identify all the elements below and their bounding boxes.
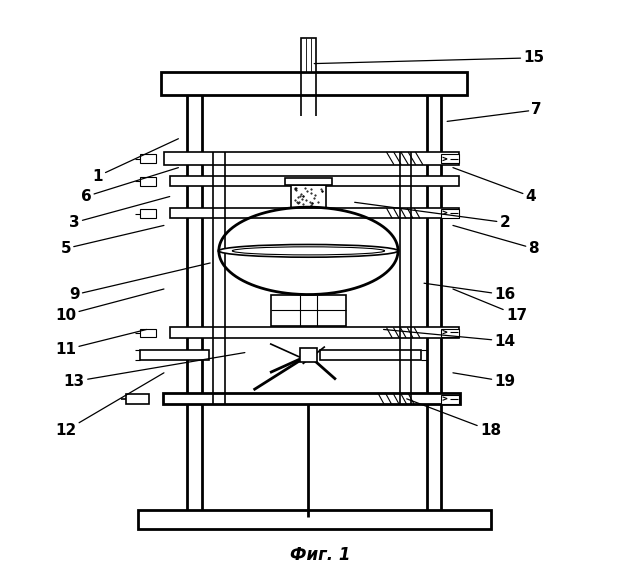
Ellipse shape: [219, 244, 398, 257]
Text: 3: 3: [69, 197, 170, 230]
Bar: [300, 349, 317, 362]
Bar: [442, 154, 459, 163]
Bar: [163, 393, 460, 405]
Text: 11: 11: [55, 329, 147, 357]
Bar: [285, 178, 332, 185]
Text: 12: 12: [55, 373, 164, 438]
Text: 7: 7: [447, 102, 542, 121]
Text: 5: 5: [60, 225, 164, 256]
Text: 16: 16: [424, 283, 516, 302]
Bar: [140, 329, 156, 338]
Bar: [164, 152, 459, 165]
Bar: [140, 350, 209, 361]
Text: 1: 1: [92, 139, 179, 184]
Text: 15: 15: [314, 50, 545, 65]
Ellipse shape: [232, 247, 385, 255]
Bar: [442, 395, 459, 404]
Bar: [161, 72, 467, 95]
Bar: [442, 209, 459, 218]
Text: 9: 9: [69, 263, 210, 302]
Bar: [301, 38, 316, 72]
Text: 2: 2: [355, 202, 510, 230]
Bar: [140, 209, 156, 218]
Bar: [126, 394, 150, 404]
Text: 18: 18: [406, 399, 501, 438]
Bar: [320, 350, 421, 361]
Text: 8: 8: [453, 225, 539, 256]
Text: 10: 10: [55, 289, 164, 323]
Text: 13: 13: [64, 353, 245, 389]
Text: 4: 4: [453, 168, 536, 204]
Bar: [170, 176, 459, 186]
Bar: [271, 295, 346, 327]
Text: 19: 19: [453, 373, 516, 389]
Bar: [442, 329, 459, 338]
Bar: [140, 154, 156, 163]
Text: 17: 17: [453, 289, 527, 323]
Bar: [138, 510, 490, 529]
Bar: [170, 328, 459, 338]
Bar: [291, 185, 326, 208]
Text: 14: 14: [383, 329, 516, 349]
Text: 6: 6: [81, 168, 179, 204]
Bar: [140, 177, 156, 186]
Bar: [170, 208, 459, 218]
Text: Фиг. 1: Фиг. 1: [290, 546, 350, 564]
